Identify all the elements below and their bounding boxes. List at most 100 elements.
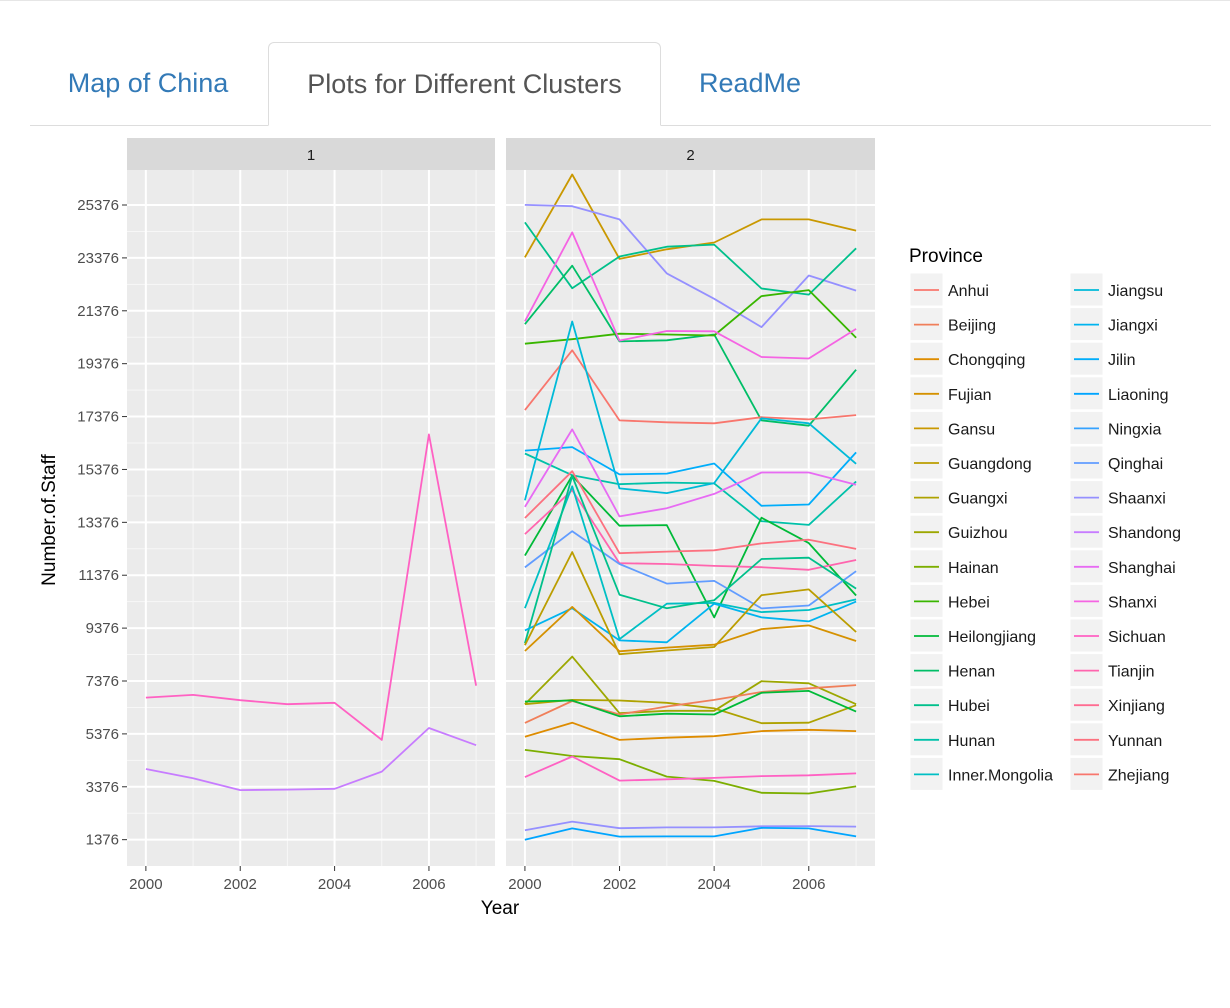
series-line-1-2 bbox=[145, 727, 477, 791]
series-line-2-7 bbox=[524, 349, 857, 425]
y-tick-label: 1376 bbox=[86, 832, 119, 849]
legend-label: Xinjiang bbox=[1108, 698, 1165, 715]
facet-strip-label: 1 bbox=[307, 147, 315, 164]
y-tick-label: 25376 bbox=[77, 197, 119, 214]
series-line-2-28 bbox=[524, 820, 857, 832]
legend-label: Henan bbox=[948, 664, 995, 681]
series-line-2-17 bbox=[524, 475, 857, 644]
tab-map-of-china[interactable]: Map of China bbox=[67, 68, 229, 98]
y-tick-label: 9376 bbox=[86, 620, 119, 637]
series-line-2-27 bbox=[524, 755, 857, 782]
y-tick-label: 11376 bbox=[78, 567, 119, 584]
legend-label: Jiangsu bbox=[1108, 283, 1163, 300]
legend-item: Liaoning bbox=[1069, 376, 1169, 411]
legend-item: Shanxi bbox=[1069, 583, 1157, 618]
x-tick-label: 2006 bbox=[412, 876, 445, 893]
series-line-2-29 bbox=[524, 827, 857, 841]
legend-item: Beijing bbox=[909, 307, 996, 342]
tab-readme[interactable]: ReadMe bbox=[698, 68, 802, 98]
legend-label: Hubei bbox=[948, 698, 990, 715]
legend-item: Zhejiang bbox=[1069, 756, 1169, 791]
y-tick-label: 19376 bbox=[77, 356, 119, 373]
y-tick-label: 5376 bbox=[86, 726, 119, 743]
facet-strip-label: 2 bbox=[686, 147, 694, 164]
facet-strip bbox=[127, 138, 495, 170]
series-line-1-1 bbox=[145, 433, 477, 741]
legend-item: Jiangxi bbox=[1069, 307, 1158, 342]
x-tick-label: 2000 bbox=[129, 876, 162, 893]
x-tick-label: 2002 bbox=[224, 876, 257, 893]
y-tick-label: 3376 bbox=[86, 779, 119, 796]
series-line-2-22 bbox=[524, 699, 857, 725]
legend-label: Sichuan bbox=[1108, 629, 1166, 646]
legend-item: Guangxi bbox=[909, 480, 1008, 515]
y-tick-label: 13376 bbox=[77, 514, 119, 531]
legend-label: Jiangxi bbox=[1108, 318, 1158, 335]
x-tick-label: 2002 bbox=[603, 876, 636, 893]
legend-label: Shanxi bbox=[1108, 594, 1157, 611]
legend-item: Anhui bbox=[909, 272, 989, 307]
legend-item: Ningxia bbox=[1069, 410, 1161, 445]
y-axis-title: Number.of.Staff bbox=[39, 453, 60, 585]
legend-item: Hebei bbox=[909, 583, 990, 618]
x-tick-label: 2004 bbox=[697, 876, 730, 893]
legend-item: Gansu bbox=[909, 410, 995, 445]
series-line-2-2 bbox=[524, 204, 857, 329]
legend-title: Province bbox=[909, 246, 983, 267]
legend-item: Fujian bbox=[909, 376, 992, 411]
legend-item: Shanghai bbox=[1069, 549, 1176, 584]
y-tick-label: 17376 bbox=[77, 409, 119, 426]
legend-label: Beijing bbox=[948, 318, 996, 335]
legend-item: Guangdong bbox=[909, 445, 1032, 480]
x-axis-title: Year bbox=[481, 898, 520, 919]
series-line-2-3 bbox=[524, 221, 857, 296]
legend-label: Tianjin bbox=[1108, 664, 1155, 681]
series-line-2-5 bbox=[524, 289, 857, 345]
series-line-2-13 bbox=[524, 470, 857, 555]
legend-label: Zhejiang bbox=[1108, 767, 1169, 784]
legend: Province Anhui Beijing Chongqing Fujian Gans… bbox=[909, 246, 1181, 791]
facet-strip bbox=[506, 138, 875, 170]
x-tick-label: 2000 bbox=[508, 876, 541, 893]
legend-label: Guizhou bbox=[948, 525, 1008, 542]
series-line-2-4 bbox=[524, 264, 857, 427]
panel-background bbox=[127, 170, 495, 866]
series-line-2-10 bbox=[524, 446, 857, 507]
legend-label: Inner.Mongolia bbox=[948, 767, 1053, 784]
legend-label: Liaoning bbox=[1108, 387, 1169, 404]
legend-item: Yunnan bbox=[1069, 722, 1162, 757]
legend-label: Yunnan bbox=[1108, 733, 1162, 750]
tab-plots-for-different-clusters[interactable]: Plots for Different Clusters bbox=[268, 42, 661, 126]
legend-label: Fujian bbox=[948, 387, 992, 404]
legend-label: Shanghai bbox=[1108, 560, 1176, 577]
legend-label: Shaanxi bbox=[1108, 491, 1166, 508]
legend-label: Chongqing bbox=[948, 352, 1025, 369]
legend-label: Qinghai bbox=[1108, 456, 1163, 473]
facet-panel-1: 1 bbox=[127, 138, 495, 866]
legend-label: Hebei bbox=[948, 594, 990, 611]
series-line-2-24 bbox=[524, 690, 857, 718]
legend-item: Hainan bbox=[909, 549, 999, 584]
legend-label: Heilongjiang bbox=[948, 629, 1036, 646]
legend-item: Shandong bbox=[1069, 514, 1181, 549]
series-line-2-19 bbox=[524, 551, 857, 656]
legend-item: Sichuan bbox=[1069, 618, 1166, 653]
series-line-2-6 bbox=[524, 231, 857, 360]
legend-label: Anhui bbox=[948, 283, 989, 300]
legend-item: Shaanxi bbox=[1069, 480, 1166, 515]
x-tick-label: 2004 bbox=[318, 876, 351, 893]
series-line-2-15 bbox=[524, 530, 857, 610]
legend-item: Heilongjiang bbox=[909, 618, 1036, 653]
top-border bbox=[0, 0, 1230, 1]
legend-item: Hunan bbox=[909, 722, 995, 757]
series-line-2-20 bbox=[524, 606, 857, 653]
y-tick-label: 23376 bbox=[77, 250, 119, 267]
legend-label: Guangxi bbox=[948, 491, 1008, 508]
legend-item: Henan bbox=[909, 653, 995, 688]
legend-label: Hainan bbox=[948, 560, 999, 577]
legend-label: Hunan bbox=[948, 733, 995, 750]
legend-label: Gansu bbox=[948, 421, 995, 438]
legend-item: Xinjiang bbox=[1069, 687, 1165, 722]
facet-panel-2: 2 bbox=[506, 138, 875, 866]
